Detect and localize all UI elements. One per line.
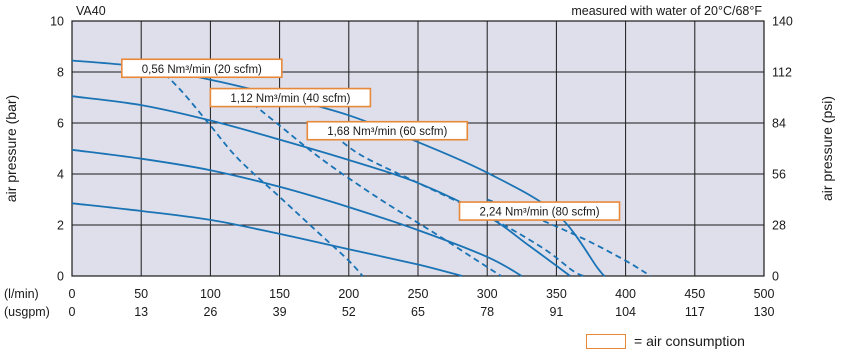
x-tick-label-usgpm: 91	[549, 305, 563, 319]
legend-swatch	[586, 334, 626, 349]
x-tick-label-lmin: 300	[477, 287, 498, 301]
y-tick-label-bar: 8	[57, 66, 64, 80]
air-consumption-callout-label: 0,56 Nm³/min (20 scfm)	[142, 64, 262, 76]
air-consumption-callout-box	[121, 58, 283, 79]
performance-curve-3	[71, 148, 523, 277]
measurement-note: measured with water of 20°C/68°F	[571, 4, 762, 18]
y-tick-label-psi: 84	[772, 117, 786, 131]
y-tick-label-bar: 2	[57, 219, 64, 233]
x-tick-label-usgpm: 39	[273, 305, 287, 319]
y-tick-label-bar: 6	[57, 117, 64, 131]
air-consumption-curve-8	[486, 198, 651, 277]
performance-curve-2	[71, 95, 571, 277]
plot-frame	[71, 20, 765, 277]
x-tick-label-usgpm: 13	[134, 305, 148, 319]
air-consumption-callout-box	[306, 120, 469, 141]
callouts-group: 0,56 Nm³/min (20 scfm) 1,12 Nm³/min (40 s…	[121, 58, 621, 221]
x-tick-label-lmin: 450	[684, 287, 705, 301]
legend-label: = air consumption	[634, 333, 745, 349]
x-tick-label-usgpm: 104	[615, 305, 636, 319]
y-tick-label-bar: 4	[57, 168, 64, 182]
y-tick-label-psi: 0	[772, 270, 779, 284]
x-tick-label-lmin: 0	[69, 287, 76, 301]
x-tick-label-lmin: 350	[546, 287, 567, 301]
y-tick-label-psi: 56	[772, 168, 786, 182]
x-tick-label-usgpm: 0	[69, 305, 76, 319]
x-tick-label-lmin: 500	[754, 287, 775, 301]
y-tick-label-psi: 140	[772, 15, 793, 29]
chart-title: VA40	[76, 4, 106, 18]
air-consumption-callout-box	[458, 201, 621, 221]
y-tick-label-bar: 10	[50, 15, 64, 29]
air-consumption-callout-label: 1,12 Nm³/min (40 scfm)	[230, 93, 350, 105]
x-tick-label-lmin: 50	[134, 287, 148, 301]
x-tick-label-usgpm: 117	[685, 305, 705, 319]
y-axis-label-right: air pressure (psi)	[819, 96, 835, 201]
x-unit-label-usgpm: (usgpm)	[4, 305, 50, 319]
axes-text-group: VA40 measured with water of 20°C/68°F 0 2 4 6…	[3, 4, 835, 319]
x-tick-label-lmin: 100	[200, 287, 221, 301]
x-tick-label-usgpm: 65	[411, 305, 425, 319]
y-axis-label-left: air pressure (bar)	[3, 95, 19, 202]
x-tick-label-lmin: 150	[269, 287, 290, 301]
y-tick-label-psi: 112	[772, 66, 792, 80]
x-tick-label-lmin: 200	[338, 287, 359, 301]
x-unit-label-lmin: (l/min)	[4, 287, 39, 301]
x-tick-label-lmin: 400	[615, 287, 636, 301]
air-consumption-callout-label: 2,24 Nm³/min (80 scfm)	[479, 207, 599, 219]
air-consumption-callout-label: 1,68 Nm³/min (60 scfm)	[327, 126, 447, 138]
air-consumption-callout-box	[209, 87, 372, 108]
x-tick-label-usgpm: 130	[754, 305, 775, 319]
x-tick-label-usgpm: 78	[480, 305, 494, 319]
x-tick-label-usgpm: 52	[342, 305, 356, 319]
x-tick-label-usgpm: 26	[203, 305, 217, 319]
y-tick-label-psi: 28	[772, 219, 786, 233]
performance-curve-4	[71, 202, 463, 277]
air-consumption-curve-6	[244, 96, 502, 277]
y-tick-label-bar: 0	[57, 270, 64, 284]
x-tick-label-lmin: 250	[408, 287, 429, 301]
